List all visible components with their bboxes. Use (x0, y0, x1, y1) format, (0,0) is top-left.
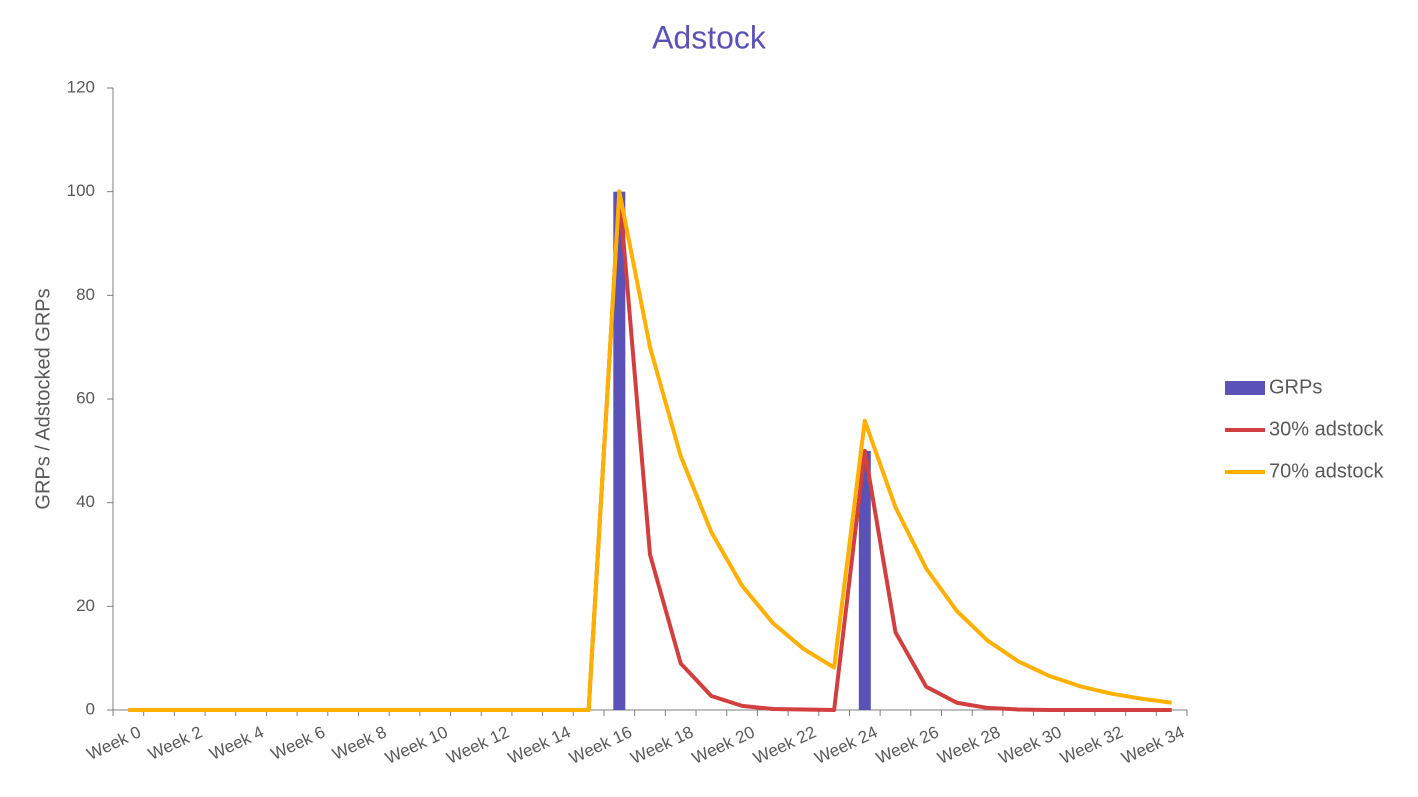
x-tick-label: Week 20 (689, 722, 758, 767)
x-tick-label: Week 6 (268, 722, 328, 763)
y-axis-label: GRPs / Adstocked GRPs (32, 288, 54, 509)
y-tick-label: 120 (67, 77, 95, 96)
x-tick-label: Week 34 (1119, 722, 1188, 767)
x-tick-label: Week 2 (145, 722, 205, 763)
x-tick-label: Week 12 (444, 722, 513, 767)
line-series (128, 189, 1172, 712)
x-tick-label: Week 14 (505, 722, 574, 767)
y-tick-label: 0 (86, 699, 95, 718)
x-tick-label: Week 26 (873, 722, 942, 767)
y-tick-label: 80 (76, 285, 95, 304)
legend-label: 30% adstock (1269, 418, 1385, 440)
bar (613, 191, 626, 710)
x-tick-label: Week 18 (628, 722, 697, 767)
x-tick-label: Week 30 (996, 722, 1065, 767)
chart-title: Adstock (652, 19, 767, 55)
legend-label: 70% adstock (1269, 460, 1385, 482)
x-tick-label: Week 32 (1057, 722, 1126, 767)
bar (858, 450, 871, 710)
y-tick-label: 20 (76, 596, 95, 615)
x-tick-label: Week 0 (84, 722, 144, 763)
legend-swatch (1225, 381, 1265, 395)
x-tick-label: Week 8 (329, 722, 389, 763)
y-tick-label: 60 (76, 388, 95, 407)
x-tick-label: Week 28 (935, 722, 1004, 767)
x-tick-label: Week 4 (207, 722, 267, 763)
line-series (128, 189, 1172, 712)
x-tick-label: Week 24 (812, 722, 881, 767)
x-tick-label: Week 22 (750, 722, 819, 767)
y-tick-label: 40 (76, 492, 95, 511)
legend-label: GRPs (1269, 376, 1322, 398)
x-tick-label: Week 16 (566, 722, 635, 767)
x-tick-label: Week 10 (382, 722, 451, 767)
y-tick-label: 100 (67, 181, 95, 200)
